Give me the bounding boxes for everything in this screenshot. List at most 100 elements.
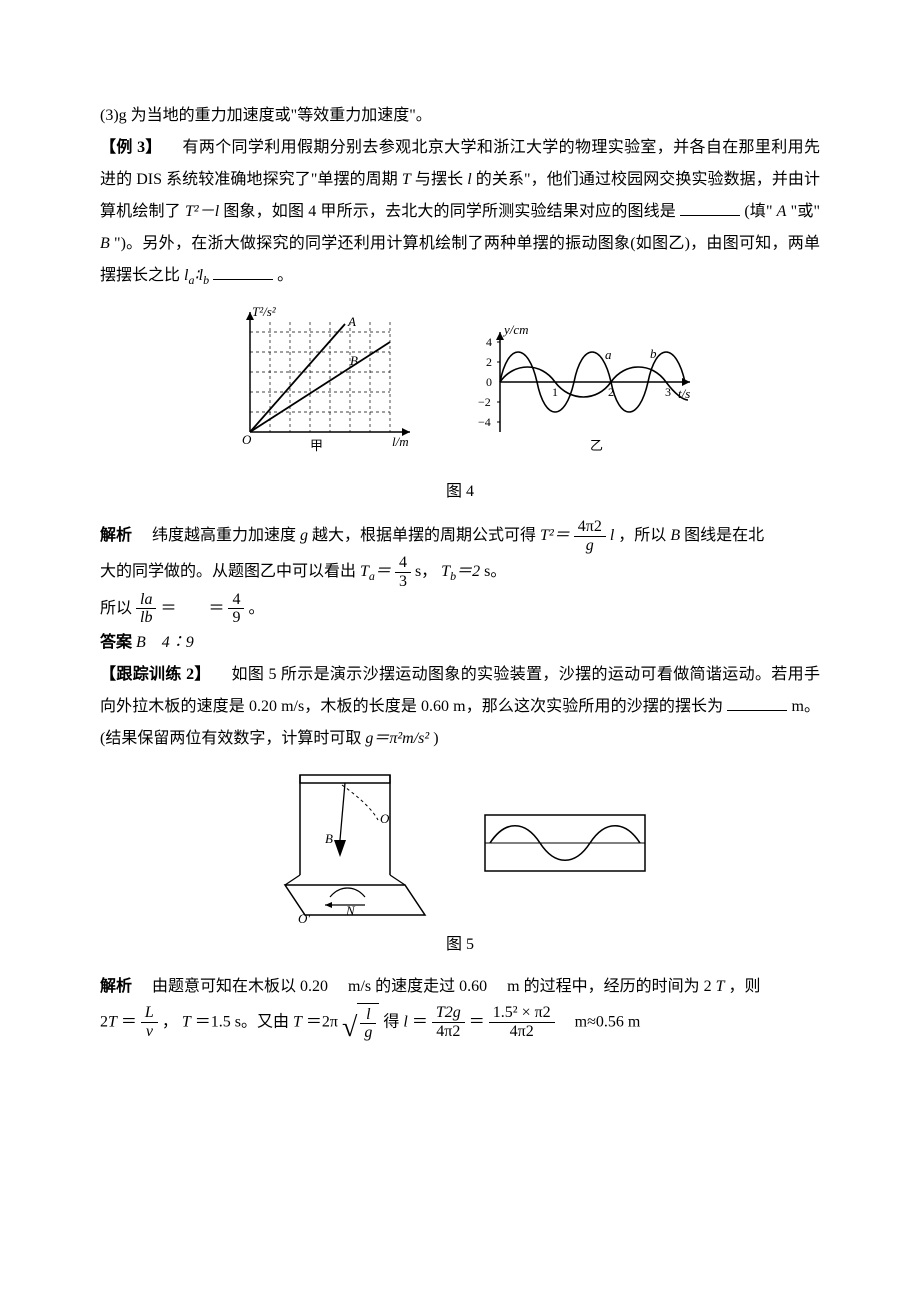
sub-jia: 甲 (310, 438, 323, 453)
Ta: Ta＝ (360, 563, 391, 580)
label-b: b (650, 346, 657, 361)
comma: ， (162, 1013, 178, 1030)
text: "或" (791, 203, 820, 220)
answer-label: 答案 (100, 634, 132, 651)
text: ，则 (729, 978, 761, 995)
blank-3 (727, 694, 787, 711)
label-A: A (347, 314, 356, 329)
figure-4-caption: 图 4 (100, 476, 820, 508)
text: 所以 (100, 599, 132, 616)
B: B (670, 527, 680, 544)
figure-4-left: A B O T²/s² l/m 甲 (220, 302, 420, 472)
text: s， (415, 563, 437, 580)
svg-text:0: 0 (486, 375, 492, 389)
ratio: la∶lb (184, 267, 209, 284)
label-B: B (350, 353, 358, 368)
paragraph-g-note: (3)g 为当地的重力加速度或"等效重力加速度"。 (100, 100, 820, 132)
text: 大的同学做的。从题图乙中可以看出 (100, 563, 360, 580)
eq: ＝ (121, 1013, 137, 1030)
eq4: ＝ (469, 1013, 485, 1030)
jiexi-2: 解析 由题意可知在木板以 0.20 m/s 的速度走过 0.60 m 的过程中，… (100, 971, 820, 1003)
example-3: 【例 3】 有两个同学利用假期分别去参观北京大学和浙江大学的物理实验室，并各自在… (100, 132, 820, 292)
text: 图线是在北 (684, 527, 764, 544)
track-2: 【跟踪训练 2】 如图 5 所示是演示沙摆运动图象的实验装置，沙摆的运动可看做简… (100, 659, 820, 755)
text: (填" (744, 203, 772, 220)
var-g: g (300, 527, 308, 544)
label-N: N (345, 903, 356, 918)
sqrt-l-g: √ l g (342, 1003, 379, 1042)
sub-yi: 乙 (590, 438, 603, 453)
T3: T (293, 1013, 302, 1030)
eq3: ＝ (412, 1013, 428, 1030)
text: 越大，根据单摆的周期公式可得 (312, 527, 540, 544)
var-T2l: T²－l (185, 203, 219, 220)
example-label: 【例 3】 (100, 139, 162, 156)
answer-text: B 4∶9 (136, 634, 194, 651)
figure-5-caption: 图 5 (100, 929, 820, 961)
var-T: T (402, 171, 411, 188)
blank-1 (680, 199, 740, 216)
frac-L-v: L v (141, 1004, 158, 1040)
get: 得 (383, 1013, 403, 1030)
T2eq: T²＝ (540, 527, 570, 544)
x-label: l/m (392, 434, 409, 449)
y-label: y/cm (502, 322, 529, 337)
line-da: 大的同学做的。从题图乙中可以看出 Ta＝ 4 3 s， Tb＝2 s。 (100, 554, 820, 590)
jiexi-label: 解析 (100, 978, 132, 995)
line-suoyi: 所以 la lb ＝ ＝ 4 9 。 (100, 591, 820, 627)
gpi: g＝π²m/s² (365, 730, 429, 747)
T2: T (182, 1013, 191, 1030)
text: 图象，如图 4 甲所示，去北大的同学所测实验结果对应的图线是 (223, 203, 676, 220)
jiexi-1: 解析 纬度越高重力加速度 g 越大，根据单摆的周期公式可得 T²＝ 4π2 g … (100, 518, 820, 554)
label-a: a (605, 347, 612, 362)
text: 。 (248, 599, 264, 616)
answer-1: 答案 B 4∶9 (100, 627, 820, 659)
text: 纬度越高重力加速度 (136, 527, 300, 544)
var-l: l (467, 171, 471, 188)
frac-4-9: 4 9 (228, 591, 244, 627)
text: 与摆长 (415, 171, 467, 188)
text: ) (433, 730, 438, 747)
option-A: A (777, 203, 787, 220)
Tb: Tb＝2 (441, 563, 480, 580)
svg-text:−4: −4 (478, 415, 491, 429)
line-last: 2T ＝ L v ， T ＝1.5 s。又由 T ＝2π √ l g 得 l ＝… (100, 1003, 820, 1042)
y-label: T²/s² (252, 304, 277, 319)
text: 由题意可知在木板以 0.20 m/s 的速度走过 0.60 m 的过程中，经历的… (136, 978, 712, 995)
figure-4: A B O T²/s² l/m 甲 4 2 0 −2 −4 1 (100, 302, 820, 472)
label-B: B (325, 831, 333, 846)
text: (3)g 为当地的重力加速度或"等效重力加速度"。 (100, 107, 432, 124)
svg-text:1: 1 (552, 385, 558, 399)
eq2: ＝2π (306, 1013, 338, 1030)
tail-l: l (610, 527, 614, 544)
frac-4pi2-g: 4π2 g (574, 518, 606, 554)
frac-num: 1.5² × π2 4π2 (489, 1004, 555, 1040)
frac-la-lb: la lb (136, 591, 156, 627)
t15: ＝1.5 s。又由 (195, 1013, 293, 1030)
frac-T2g: T2g 4π2 (432, 1004, 465, 1040)
jiexi-label: 解析 (100, 527, 132, 544)
svg-text:4: 4 (486, 335, 492, 349)
figure-5: O B N O′ (100, 765, 820, 925)
origin-O: O (242, 432, 252, 447)
text: 。 (277, 267, 293, 284)
track-label: 【跟踪训练 2】 (100, 666, 211, 683)
text: ，所以 (618, 527, 670, 544)
two: 2 (100, 1013, 108, 1030)
figure-5-left: O B N O′ (270, 765, 440, 925)
figure-5-right (480, 810, 650, 880)
svg-text:−2: −2 (478, 395, 491, 409)
svg-text:2: 2 (486, 355, 492, 369)
frac-4-3: 4 3 (395, 554, 411, 590)
option-B: B (100, 235, 110, 252)
figure-4-right: 4 2 0 −2 −4 1 2 3 a b y/cm t/s 乙 (460, 312, 700, 462)
x-label: t/s (678, 386, 690, 401)
text: s。 (484, 563, 506, 580)
tail: m≈0.56 m (559, 1013, 641, 1030)
eq: ＝ ＝ (160, 599, 224, 616)
T: T (108, 1013, 117, 1030)
label-Oprime: O′ (298, 911, 310, 925)
blank-2 (213, 263, 273, 280)
label-O: O (380, 811, 390, 826)
l: l (403, 1013, 407, 1030)
